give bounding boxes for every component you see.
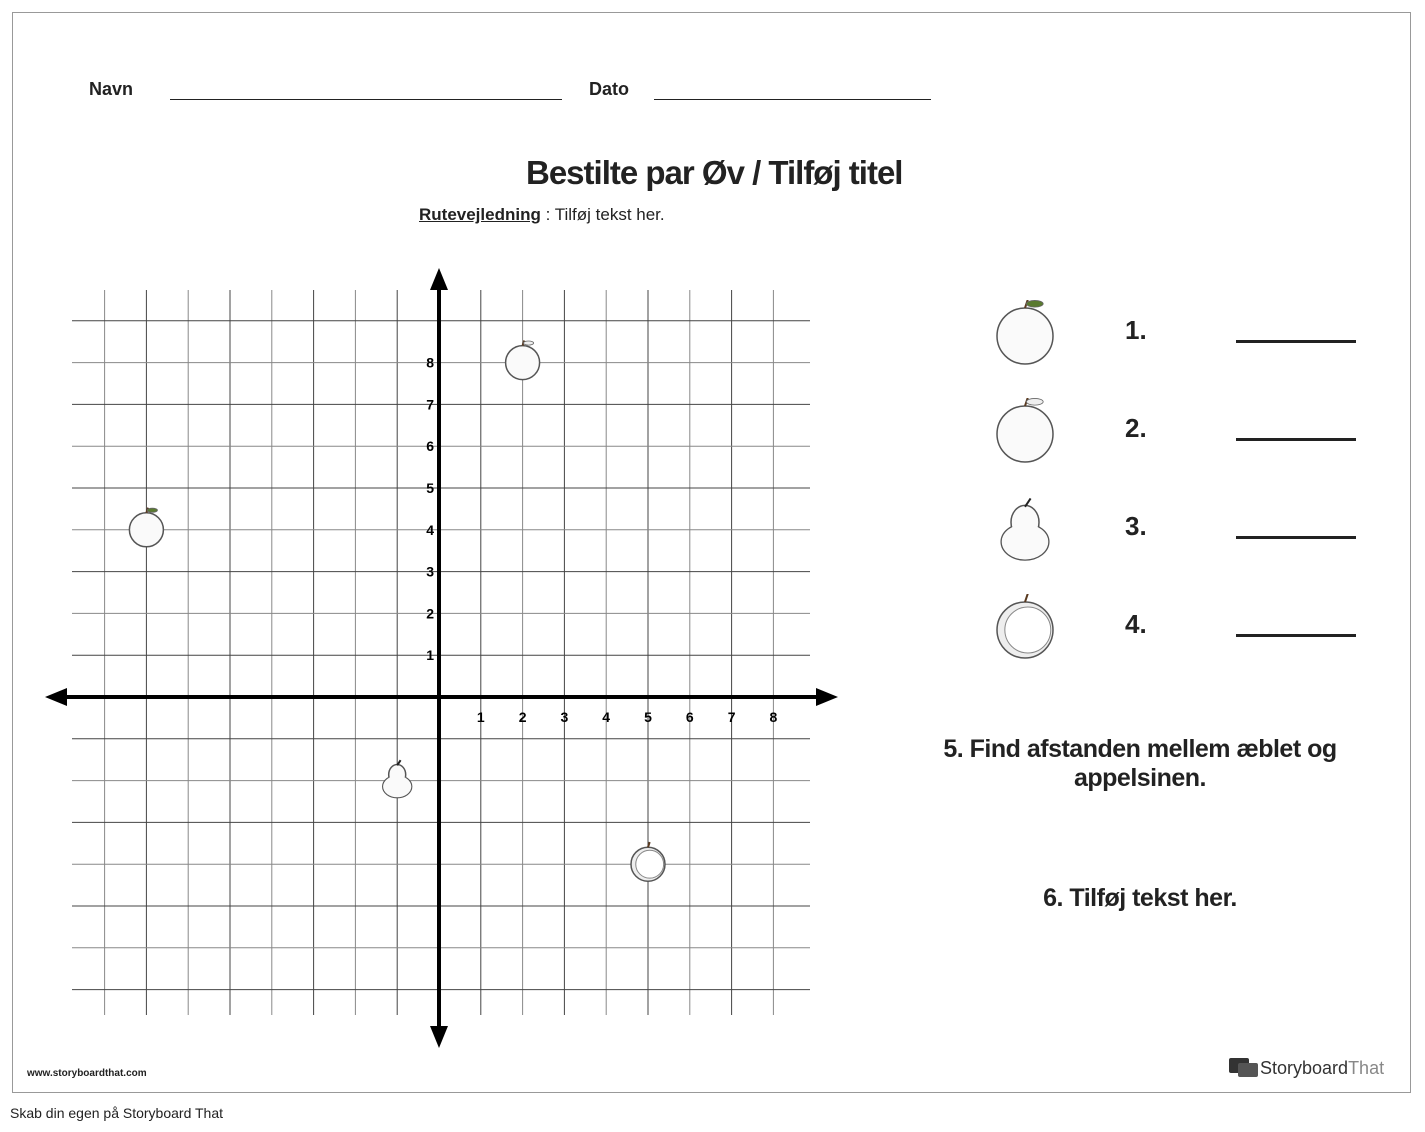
- footer-url[interactable]: www.storyboardthat.com: [27, 1068, 147, 1079]
- x-tick-label: 2: [519, 709, 527, 725]
- orange-icon: [504, 340, 541, 381]
- x-tick-label: 6: [686, 709, 694, 725]
- answer-line[interactable]: [1236, 438, 1356, 441]
- answer-line[interactable]: [1236, 340, 1356, 343]
- page-title: Bestilte par Øv / Tilføj titel: [526, 154, 903, 191]
- instructions-text: : Tilføj tekst her.: [545, 205, 665, 224]
- y-tick-label: 4: [426, 522, 434, 538]
- speech-bubble-icon: [1229, 1058, 1258, 1077]
- apple-icon: [128, 507, 165, 548]
- x-tick-label: 3: [561, 709, 569, 725]
- question-fruit: [985, 299, 1065, 370]
- name-label: Navn: [89, 79, 134, 99]
- y-tick-label: 7: [426, 396, 434, 412]
- x-tick-label: 8: [770, 709, 778, 725]
- peach-icon: [996, 593, 1054, 659]
- question-number: 1.: [1125, 315, 1147, 345]
- coordinate-grid: 1 2 3 4 5 6 7 8 1 2 3 4 5 6 7 8: [45, 268, 838, 1048]
- question-number: 4.: [1125, 609, 1147, 639]
- apple-icon: [996, 299, 1054, 365]
- x-tick-label: 1: [477, 709, 485, 725]
- orange-icon: [996, 397, 1054, 463]
- worksheet: [12, 12, 1411, 1093]
- question-fruit: [985, 496, 1065, 566]
- question-number: 2.: [1125, 413, 1147, 443]
- question-5: 5. Find afstanden mellem æblet og appels…: [943, 735, 1337, 792]
- y-tick-label: 5: [426, 480, 434, 496]
- instructions: Rutevejledning : Tilføj tekst her.: [419, 205, 665, 225]
- storyboardthat-logo: Storyboard That: [1228, 1056, 1384, 1080]
- logo-text-a: Storyboard: [1260, 1057, 1349, 1078]
- instructions-label: Rutevejledning: [419, 205, 541, 224]
- x-axis-arrow-right: [816, 688, 838, 706]
- y-axis-arrow-down: [430, 1026, 448, 1048]
- y-tick-label: 3: [426, 564, 434, 580]
- y-tick-label: 1: [426, 647, 434, 663]
- x-tick-label: 4: [602, 709, 610, 725]
- date-label: Dato: [589, 79, 629, 99]
- y-axis-arrow-up: [430, 268, 448, 290]
- peach-icon: [630, 841, 666, 882]
- answer-line[interactable]: [1236, 634, 1356, 637]
- footer-caption[interactable]: Skab din egen på Storyboard That: [10, 1105, 224, 1121]
- y-tick-label: 2: [426, 605, 434, 621]
- question-6: 6. Tilføj tekst her.: [1043, 884, 1237, 912]
- answer-line[interactable]: [1236, 536, 1356, 539]
- x-tick-label: 7: [728, 709, 736, 725]
- question-fruit: [985, 397, 1065, 468]
- question-fruit: [985, 593, 1065, 664]
- x-axis-arrow-left: [45, 688, 67, 706]
- x-tick-label: 5: [644, 709, 652, 725]
- pear-icon: [382, 759, 413, 799]
- name-field[interactable]: [170, 99, 562, 100]
- y-tick-label: 8: [426, 355, 434, 371]
- y-tick-label: 6: [426, 438, 434, 454]
- logo-text-b: That: [1348, 1057, 1385, 1078]
- question-number: 3.: [1125, 511, 1147, 541]
- date-field[interactable]: [654, 99, 931, 100]
- pear-icon: [1000, 497, 1050, 561]
